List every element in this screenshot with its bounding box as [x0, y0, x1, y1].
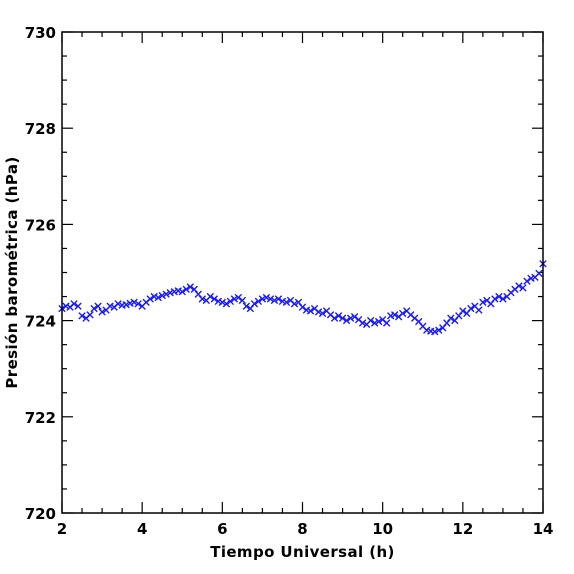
data-point	[90, 304, 98, 313]
data-point	[519, 284, 527, 292]
data-point	[366, 316, 375, 325]
data-point	[447, 314, 455, 322]
data-point	[459, 307, 467, 315]
data-point	[338, 314, 347, 322]
data-point	[154, 293, 162, 302]
data-point	[266, 295, 275, 303]
data-point	[435, 326, 443, 334]
y-tick-label: 724	[25, 313, 56, 331]
x-tick-label: 10	[372, 520, 393, 538]
data-point	[370, 319, 379, 327]
data-point	[258, 295, 267, 303]
data-point	[86, 311, 94, 319]
data-point	[358, 319, 367, 327]
data-point	[222, 300, 231, 308]
y-tick-label: 728	[25, 120, 56, 138]
y-tick-label: 720	[25, 505, 56, 523]
y-tick-label: 730	[25, 24, 56, 42]
data-point	[94, 302, 102, 310]
data-point	[218, 298, 227, 307]
data-point	[274, 295, 283, 303]
y-tick-label: 722	[25, 409, 56, 427]
plot-frame	[61, 31, 544, 514]
y-axis-title: Presión barométrica (hPa)	[3, 156, 21, 388]
x-axis-title: Tiempo Universal (h)	[210, 543, 395, 561]
data-point	[230, 295, 239, 303]
x-tick-label: 14	[533, 520, 554, 538]
data-point	[495, 292, 503, 301]
data-point	[158, 291, 166, 300]
data-point	[226, 297, 235, 306]
data-point	[78, 312, 86, 320]
data-point	[146, 295, 154, 303]
data-point	[318, 309, 327, 318]
data-point	[523, 277, 531, 285]
data-point	[515, 282, 523, 290]
data-point	[262, 293, 271, 302]
data-point	[206, 292, 215, 301]
data-point	[499, 295, 507, 303]
data-point	[238, 296, 247, 305]
data-point	[162, 290, 170, 298]
tick-labels: 2 4 6 8 10 12 14 720 722 724 726 728 730	[25, 24, 554, 538]
data-point	[431, 327, 439, 336]
data-point	[250, 300, 259, 308]
data-point	[535, 269, 543, 278]
data-point	[182, 285, 190, 294]
data-point	[346, 314, 355, 322]
data-point	[479, 298, 487, 307]
data-point	[330, 314, 339, 322]
data-point	[178, 288, 186, 296]
x-tick-label: 2	[57, 520, 67, 538]
data-point	[314, 308, 323, 316]
data-point	[210, 295, 219, 303]
data-point	[134, 300, 142, 308]
data-point	[491, 295, 499, 303]
data-point	[382, 319, 391, 327]
data-point	[70, 300, 78, 308]
data-point	[298, 303, 307, 311]
data-point	[198, 295, 206, 303]
data-point	[270, 296, 279, 305]
x-tick-label: 8	[297, 520, 307, 538]
data-point	[74, 302, 82, 310]
data-point	[282, 298, 291, 307]
x-tick-label: 12	[452, 520, 473, 538]
data-point	[98, 308, 106, 316]
data-point	[122, 301, 130, 309]
data-point	[342, 316, 351, 325]
tick-marks	[61, 31, 544, 514]
data-point	[114, 300, 122, 308]
data-point	[467, 304, 475, 313]
data-point	[390, 311, 399, 319]
data-point	[242, 302, 251, 310]
data-point	[234, 293, 243, 302]
data-point	[254, 297, 263, 306]
data-point	[399, 309, 407, 318]
data-point	[186, 283, 194, 291]
data-point	[334, 312, 343, 320]
data-point	[475, 306, 483, 314]
x-tick-label: 4	[137, 520, 147, 538]
data-point	[290, 300, 299, 308]
data-point	[350, 313, 359, 321]
y-tick-label: 726	[25, 216, 56, 234]
data-point	[130, 298, 138, 307]
data-markers	[58, 260, 547, 336]
data-point	[306, 307, 315, 315]
x-tick-label: 6	[217, 520, 227, 538]
data-point	[374, 317, 383, 326]
